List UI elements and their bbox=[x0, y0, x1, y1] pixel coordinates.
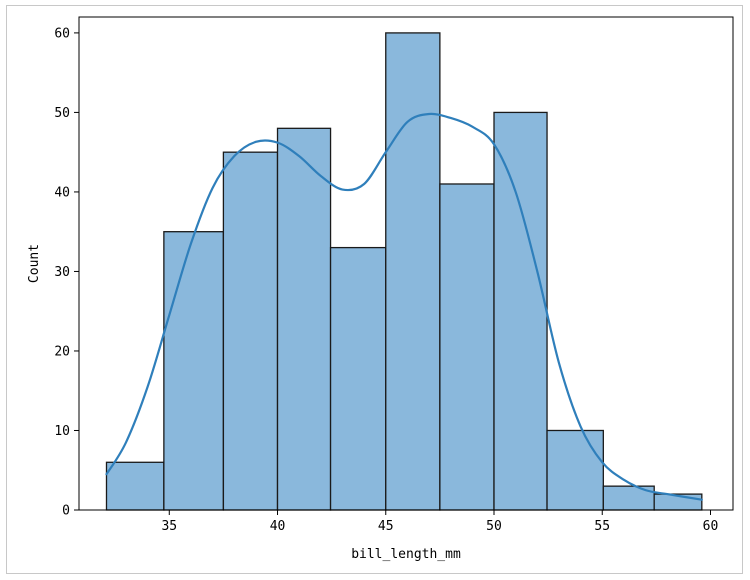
histogram-bar bbox=[546, 429, 604, 511]
kde-line bbox=[105, 112, 703, 501]
bars-layer bbox=[105, 32, 703, 511]
y-tick-label: 20 bbox=[54, 344, 70, 359]
histogram-bar bbox=[329, 246, 387, 511]
x-tick-label: 35 bbox=[161, 519, 177, 534]
y-tick-label: 50 bbox=[54, 106, 70, 121]
histogram-bar bbox=[276, 127, 332, 511]
plot-area-border bbox=[78, 16, 734, 511]
x-tick-label: 45 bbox=[378, 519, 394, 534]
x-tick-label: 60 bbox=[703, 519, 719, 534]
y-tick-label: 10 bbox=[54, 424, 70, 439]
x-tick-label: 55 bbox=[594, 519, 610, 534]
x-tick-label: 50 bbox=[486, 519, 502, 534]
kde-layer bbox=[105, 112, 703, 501]
axes-layer bbox=[78, 16, 734, 511]
y-tick-label: 40 bbox=[54, 185, 70, 200]
y-axis-label: Count bbox=[27, 244, 42, 283]
x-tick-label: 40 bbox=[270, 519, 286, 534]
y-tick-label: 60 bbox=[54, 26, 70, 41]
ticks-layer: 35 40 45 50 55 60 0 10 20 30 40 50 60 bbox=[54, 26, 718, 534]
histogram-bar bbox=[493, 111, 548, 511]
histogram-bar bbox=[163, 231, 225, 511]
histogram-bar bbox=[439, 183, 495, 511]
y-tick-label: 30 bbox=[54, 265, 70, 280]
x-axis-label: bill_length_mm bbox=[351, 547, 461, 562]
histogram-bar bbox=[222, 151, 279, 511]
figure-border bbox=[6, 5, 743, 574]
histogram-bar bbox=[105, 461, 165, 511]
y-tick-label: 0 bbox=[62, 504, 70, 519]
histogram-bar bbox=[385, 32, 441, 511]
